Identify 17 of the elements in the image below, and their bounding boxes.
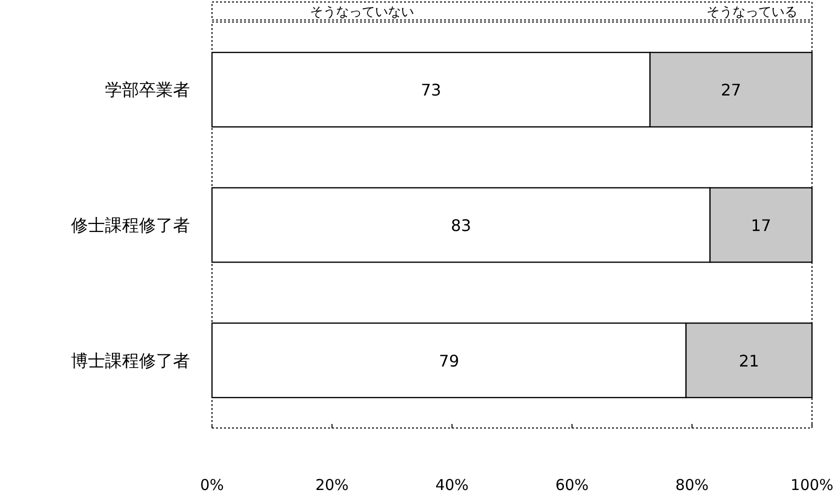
text: そうなっていない [310,5,414,20]
x-tick-label: 60% [555,476,589,494]
data-label: 17 [750,216,772,235]
x-tick-label: 40% [435,476,469,494]
x-tick-label: 100% [790,476,834,494]
x-tick-label: 0% [200,476,224,494]
data-label: 21 [738,351,760,370]
data-label: 27 [720,80,742,100]
data-label: 73 [420,80,442,100]
x-tick-label: 80% [675,476,709,494]
text: そうなっている [706,5,798,20]
x-tick-label: 20% [315,476,349,494]
data-label: 83 [450,216,472,235]
y-tick-label: 修士課程修了者 [71,216,190,236]
y-tick-label: 博士課程修了者 [71,351,190,372]
y-tick-label: 学部卒業者 [105,80,190,101]
data-label: 79 [438,351,460,370]
